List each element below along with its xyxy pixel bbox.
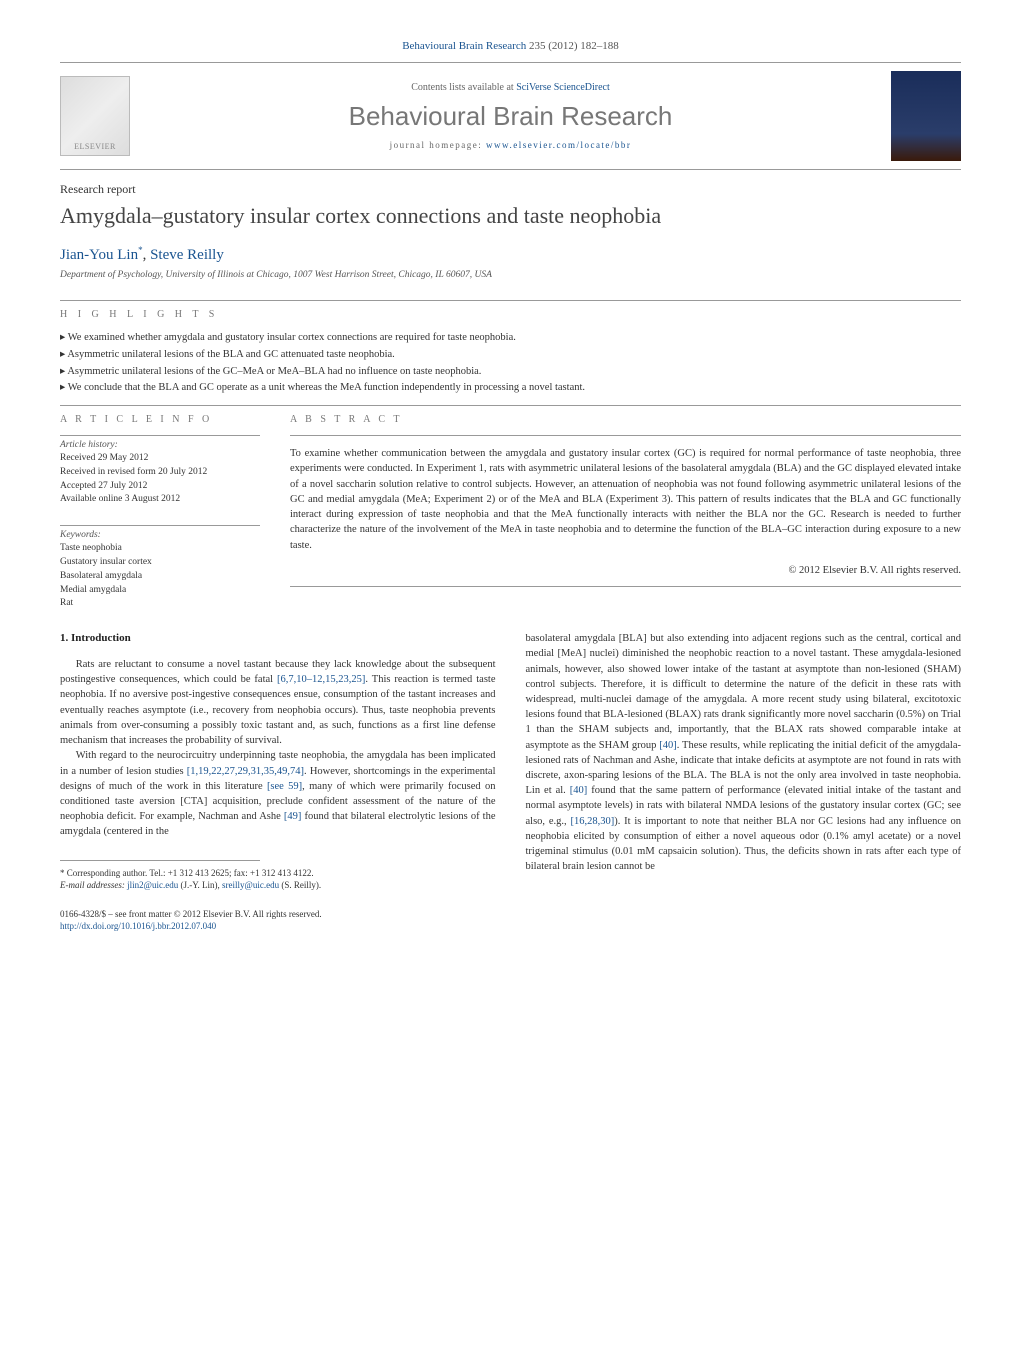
highlight-item: We examined whether amygdala and gustato… bbox=[60, 330, 961, 347]
highlight-item: Asymmetric unilateral lesions of the GC–… bbox=[60, 364, 961, 381]
highlight-item: Asymmetric unilateral lesions of the BLA… bbox=[60, 347, 961, 364]
author-email-link[interactable]: sreilly@uic.edu bbox=[222, 880, 279, 890]
citation-link[interactable]: [6,7,10–12,15,23,25] bbox=[277, 674, 365, 685]
keywords-label: Keywords: bbox=[60, 530, 260, 540]
divider bbox=[60, 405, 961, 406]
elsevier-logo: ELSEVIER bbox=[60, 76, 130, 156]
author-link[interactable]: Jian-You Lin bbox=[60, 247, 138, 263]
author-link[interactable]: Steve Reilly bbox=[150, 247, 224, 263]
citation-link[interactable]: [40] bbox=[570, 785, 588, 796]
keyword-item: Gustatory insular cortex bbox=[60, 556, 260, 570]
history-item: Available online 3 August 2012 bbox=[60, 493, 260, 507]
article-info-column: a r t i c l e i n f o Article history: R… bbox=[60, 414, 260, 611]
article-history-label: Article history: bbox=[60, 440, 260, 450]
keyword-item: Basolateral amygdala bbox=[60, 570, 260, 584]
body-paragraph: basolateral amygdala [BLA] but also exte… bbox=[526, 631, 962, 875]
author-email-link[interactable]: jlin2@uic.edu bbox=[127, 880, 178, 890]
section-heading-introduction: 1. Introduction bbox=[60, 631, 496, 647]
body-right-column: basolateral amygdala [BLA] but also exte… bbox=[526, 631, 962, 933]
doi-link[interactable]: http://dx.doi.org/10.1016/j.bbr.2012.07.… bbox=[60, 921, 216, 931]
issn-copyright: 0166-4328/$ – see front matter © 2012 El… bbox=[60, 908, 496, 921]
journal-title: Behavioural Brain Research bbox=[150, 101, 871, 132]
keyword-item: Rat bbox=[60, 597, 260, 611]
journal-reference: Behavioural Brain Research 235 (2012) 18… bbox=[60, 40, 961, 52]
divider bbox=[290, 435, 961, 436]
highlights-list: We examined whether amygdala and gustato… bbox=[60, 330, 961, 397]
email-label: E-mail addresses: bbox=[60, 880, 125, 890]
keyword-item: Taste neophobia bbox=[60, 542, 260, 556]
corresponding-author-footnote: * Corresponding author. Tel.: +1 312 413… bbox=[60, 867, 496, 892]
affiliations: Department of Psychology, University of … bbox=[60, 270, 961, 280]
history-item: Received in revised form 20 July 2012 bbox=[60, 466, 260, 480]
highlights-label: h i g h l i g h t s bbox=[60, 309, 961, 320]
divider bbox=[60, 525, 260, 526]
body-paragraph: Rats are reluctant to consume a novel ta… bbox=[60, 657, 496, 748]
divider bbox=[290, 586, 961, 587]
abstract-text: To examine whether communication between… bbox=[290, 446, 961, 553]
history-item: Accepted 27 July 2012 bbox=[60, 480, 260, 494]
citation-link[interactable]: [16,28,30] bbox=[570, 816, 614, 827]
journal-homepage-link[interactable]: www.elsevier.com/locate/bbr bbox=[486, 140, 631, 150]
citation-link[interactable]: [40] bbox=[659, 740, 677, 751]
journal-homepage: journal homepage: www.elsevier.com/locat… bbox=[150, 140, 871, 150]
body-paragraph: With regard to the neurocircuitry underp… bbox=[60, 748, 496, 839]
sciverse-link[interactable]: SciVerse ScienceDirect bbox=[516, 82, 610, 93]
divider bbox=[60, 300, 961, 301]
citation-link[interactable]: [see 59] bbox=[267, 781, 302, 792]
page-footer: 0166-4328/$ – see front matter © 2012 El… bbox=[60, 908, 496, 933]
header-center: Contents lists available at SciVerse Sci… bbox=[130, 82, 891, 150]
authors-list: Jian-You Lin*, Steve Reilly bbox=[60, 245, 961, 264]
article-title: Amygdala–gustatory insular cortex connec… bbox=[60, 203, 961, 229]
keyword-item: Medial amygdala bbox=[60, 584, 260, 598]
body-two-column: 1. Introduction Rats are reluctant to co… bbox=[60, 631, 961, 933]
highlight-item: We conclude that the BLA and GC operate … bbox=[60, 380, 961, 397]
abstract-copyright: © 2012 Elsevier B.V. All rights reserved… bbox=[290, 565, 961, 576]
footnote-divider bbox=[60, 860, 260, 861]
footnote-marker: * bbox=[60, 868, 65, 878]
history-item: Received 29 May 2012 bbox=[60, 452, 260, 466]
abstract-column: a b s t r a c t To examine whether commu… bbox=[290, 414, 961, 611]
info-abstract-row: a r t i c l e i n f o Article history: R… bbox=[60, 414, 961, 611]
article-type: Research report bbox=[60, 182, 961, 197]
journal-header-block: ELSEVIER Contents lists available at Sci… bbox=[60, 62, 961, 170]
body-left-column: 1. Introduction Rats are reluctant to co… bbox=[60, 631, 496, 933]
citation-link[interactable]: [1,19,22,27,29,31,35,49,74] bbox=[187, 766, 304, 777]
citation-link[interactable]: [49] bbox=[284, 811, 302, 822]
contents-available-label: Contents lists available at SciVerse Sci… bbox=[150, 82, 871, 93]
article-info-label: a r t i c l e i n f o bbox=[60, 414, 260, 425]
journal-cover-thumbnail bbox=[891, 71, 961, 161]
divider bbox=[60, 435, 260, 436]
abstract-label: a b s t r a c t bbox=[290, 414, 961, 425]
journal-ref-link[interactable]: Behavioural Brain Research bbox=[402, 40, 526, 52]
elsevier-logo-text: ELSEVIER bbox=[74, 142, 116, 151]
